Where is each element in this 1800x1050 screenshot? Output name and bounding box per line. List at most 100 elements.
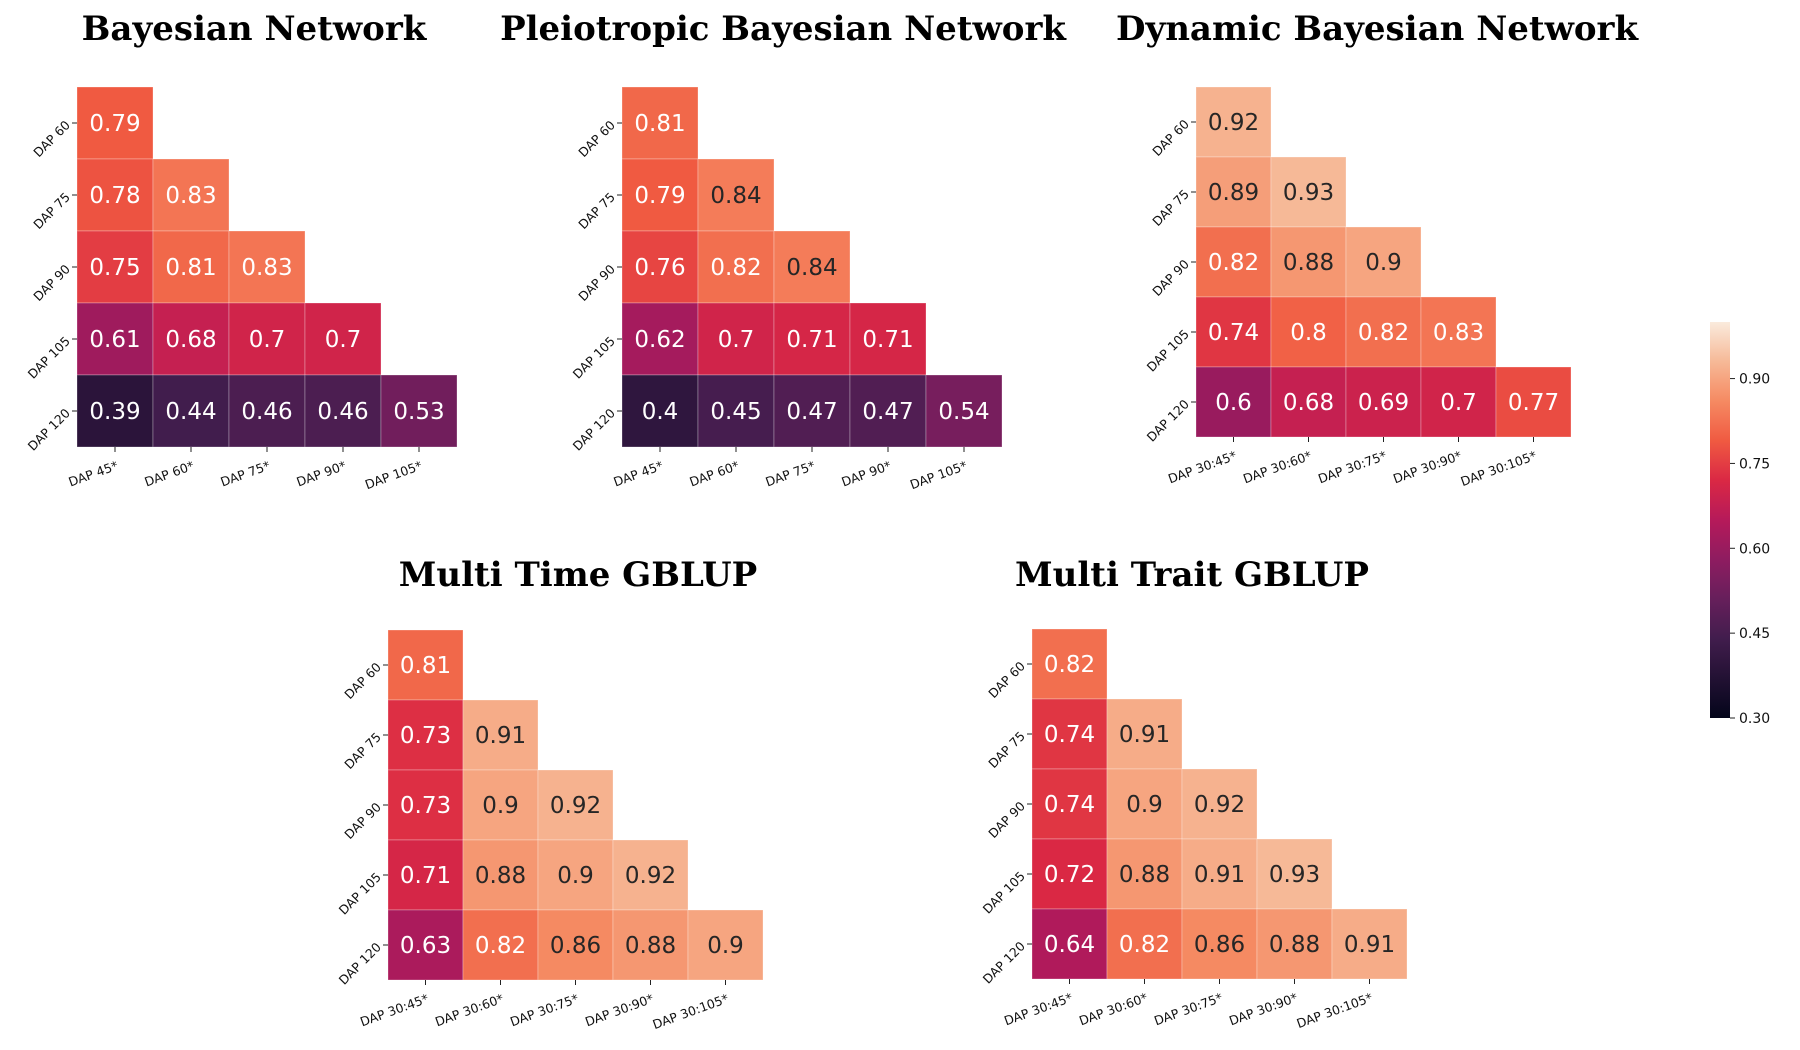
cell-value-label: 0.7 [325, 327, 362, 353]
heatmap-cell [697, 230, 775, 304]
row-tick-label: DAP 105 [336, 869, 384, 917]
cell-value-label: 0.45 [710, 399, 761, 425]
row-tick-label: DAP 105 [980, 868, 1028, 916]
cell-value-label: 0.81 [634, 111, 685, 137]
cell-value-label: 0.47 [862, 399, 913, 425]
cell-value-label: 0.92 [1208, 110, 1259, 136]
cell-value-label: 0.39 [89, 399, 140, 425]
cell-value-label: 0.76 [634, 255, 685, 281]
heatmap-cell [1195, 226, 1272, 298]
heatmap-cell [76, 86, 154, 160]
col-tick-label: DAP 30:105* [1458, 448, 1538, 489]
cell-value-label: 0.88 [1283, 250, 1334, 276]
col-tick-label: DAP 60* [142, 458, 196, 490]
cell-value-label: 0.68 [1283, 390, 1334, 416]
row-tick-label: DAP 75 [30, 189, 73, 232]
cell-value-label: 0.79 [89, 111, 140, 137]
cell-value-label: 0.82 [1119, 932, 1170, 958]
col-tick-label: DAP 30:45* [1166, 448, 1239, 487]
cell-value-label: 0.74 [1208, 320, 1259, 346]
heatmap-cell [925, 374, 1003, 448]
heatmap-cell [621, 302, 699, 376]
row-tick-label: DAP 90 [985, 798, 1028, 841]
cell-value-label: 0.92 [625, 863, 676, 889]
heatmap-cell [612, 839, 689, 911]
col-tick-label: DAP 30:60* [433, 991, 506, 1030]
col-tick-label: DAP 105* [363, 458, 424, 492]
heatmap-cell [1031, 838, 1108, 910]
heatmap-cell [1106, 768, 1183, 840]
colorbar-tick-label: 0.75 [1739, 456, 1770, 472]
heatmap-panel: Bayesian Network 0.79 0.78 0.83 0.75 0.81 0.83… [25, 9, 458, 492]
heatmap-cell [1106, 838, 1183, 910]
cell-value-label: 0.83 [241, 255, 292, 281]
col-tick-label: DAP 45* [66, 458, 120, 490]
cell-value-label: 0.93 [1269, 862, 1320, 888]
heatmap-cell [849, 302, 927, 376]
cell-value-label: 0.9 [707, 933, 744, 959]
heatmap-cell [773, 374, 851, 448]
heatmap-cell [1345, 296, 1422, 368]
heatmap-cell [387, 909, 464, 981]
row-tick-label: DAP 60 [575, 117, 618, 160]
heatmap-cell [1181, 838, 1258, 910]
heatmap-cell [1270, 156, 1347, 228]
heatmap-cell [387, 629, 464, 701]
cell-value-label: 0.88 [625, 933, 676, 959]
row-tick-label: DAP 75 [1149, 186, 1192, 229]
heatmap-cell [773, 230, 851, 304]
col-tick-label: DAP 30:75* [1316, 448, 1389, 487]
heatmap-cell [1181, 908, 1258, 980]
heatmap-cell [621, 86, 699, 160]
cell-value-label: 0.61 [89, 327, 140, 353]
heatmap-cell [773, 302, 851, 376]
heatmap-cell [1420, 296, 1497, 368]
panel-title: Bayesian Network [82, 9, 428, 49]
heatmap-cell [537, 839, 614, 911]
row-tick-label: DAP 105 [570, 333, 618, 381]
col-tick-label: DAP 90* [839, 458, 893, 490]
heatmap-cell [537, 909, 614, 981]
col-tick-label: DAP 30:75* [508, 991, 581, 1030]
cell-value-label: 0.7 [718, 327, 755, 353]
heatmap-cell [1345, 366, 1422, 438]
cell-value-label: 0.46 [241, 399, 292, 425]
colorbar-tick-label: 0.45 [1739, 626, 1770, 642]
cell-value-label: 0.82 [710, 255, 761, 281]
cell-value-label: 0.91 [1119, 722, 1170, 748]
panel-title: Multi Trait GBLUP [1015, 555, 1369, 595]
cell-value-label: 0.89 [1208, 180, 1259, 206]
cell-value-label: 0.92 [550, 793, 601, 819]
col-tick-label: DAP 30:90* [1391, 448, 1464, 487]
cell-value-label: 0.53 [393, 399, 444, 425]
heatmap-panel: Dynamic Bayesian Network 0.92 0.89 0.93 0.82… [1116, 9, 1639, 489]
heatmap-cell [152, 302, 230, 376]
col-tick-label: DAP 105* [908, 458, 969, 492]
row-tick-label: DAP 120 [980, 938, 1028, 986]
row-tick-label: DAP 90 [575, 261, 618, 304]
heatmap-panel: Multi Time GBLUP 0.81 0.73 0.91 0.73 0.9 0.92 0… [336, 555, 764, 1032]
heatmap-cell [1195, 86, 1272, 158]
heatmap-cell [1270, 296, 1347, 368]
heatmap-cell [621, 230, 699, 304]
heatmap-cell [537, 769, 614, 841]
cell-value-label: 0.69 [1358, 390, 1409, 416]
cell-value-label: 0.7 [249, 327, 286, 353]
col-tick-label: DAP 90* [294, 458, 348, 490]
cell-value-label: 0.78 [89, 183, 140, 209]
col-tick-label: DAP 45* [611, 458, 665, 490]
heatmap-cell [1345, 226, 1422, 298]
col-tick-label: DAP 30:90* [1227, 990, 1300, 1029]
cell-value-label: 0.72 [1044, 862, 1095, 888]
heatmap-cell [687, 909, 764, 981]
cell-value-label: 0.71 [400, 863, 451, 889]
row-tick-label: DAP 90 [341, 799, 384, 842]
col-tick-label: DAP 30:45* [1002, 990, 1075, 1029]
heatmap-cell [1331, 908, 1408, 980]
heatmap-cell [1181, 768, 1258, 840]
colorbar-gradient [1710, 322, 1730, 718]
cell-value-label: 0.9 [482, 793, 519, 819]
heatmap-cell [462, 909, 539, 981]
col-tick-label: DAP 30:75* [1152, 990, 1225, 1029]
col-tick-label: DAP 30:105* [1294, 990, 1374, 1031]
